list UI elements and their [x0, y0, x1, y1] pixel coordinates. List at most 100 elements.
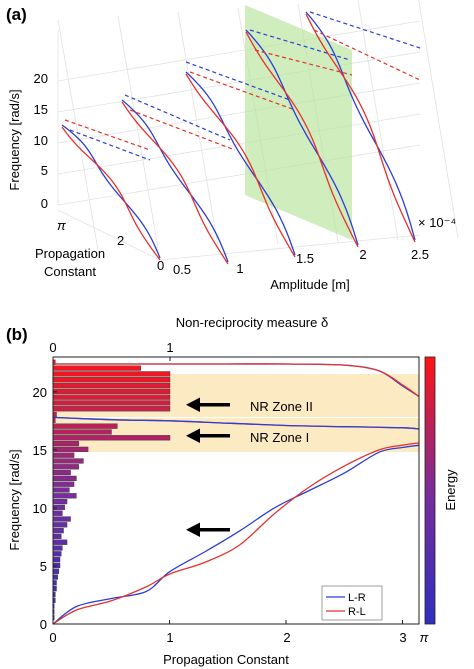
slice-2-rl-curve	[185, 73, 296, 258]
slice-4-lr-curve	[305, 11, 416, 241]
nr-bar	[52, 377, 171, 383]
curve-r-l-1	[52, 442, 420, 625]
y-tick-5: 5	[41, 163, 48, 178]
arrow-low-band	[186, 522, 230, 537]
panel-b-ticks	[52, 357, 404, 625]
nr-bar	[52, 528, 64, 534]
y-tick-20: 20	[34, 71, 48, 86]
nr-bar	[52, 365, 141, 371]
nr-bar	[52, 429, 112, 435]
colorbar-label: Energy	[443, 469, 458, 511]
slice-1-rl-curve	[121, 101, 229, 265]
top-tick-1: 1	[166, 340, 173, 355]
nr-bar	[52, 452, 75, 458]
curve-l-r-0	[52, 444, 420, 625]
panel-a-y-ticks: 0 5 10 15 20	[34, 71, 48, 211]
b-x-tick-3: 3	[399, 630, 406, 645]
slice-2-lr-curve	[185, 71, 296, 256]
panel-a-3d-chart: (a) 0 5 10 15 20 Frequency [rad/s] π 2 0…	[6, 0, 459, 292]
arrow-zone-i	[186, 428, 230, 443]
slice-0-lr-dashed	[69, 129, 151, 161]
slice-3-rl-curve	[245, 31, 359, 248]
slice-0-rl-dashed	[64, 119, 151, 151]
nr-bar	[52, 522, 68, 528]
nr-bar	[52, 411, 57, 418]
b-y-tick-15: 15	[33, 443, 47, 458]
panel-b-y-tick-labels: 0 5 10 15 20	[33, 385, 47, 632]
panel-a-dispersion-curves	[61, 11, 421, 265]
nr-bar	[52, 499, 68, 505]
grid-line	[57, 144, 421, 206]
nr-bar	[52, 574, 58, 580]
nr-bar	[52, 464, 79, 470]
y-tick-10: 10	[34, 133, 48, 148]
panel-a-x-ticks: 0.5 1 1.5 2 2.5	[173, 247, 429, 277]
nr-bar	[52, 423, 118, 429]
nr-bar	[52, 568, 60, 574]
nr-bar	[52, 493, 77, 499]
slice-3-lr-curve	[245, 29, 359, 246]
slice-4-lr-dashed	[309, 11, 421, 49]
nr-bar	[52, 487, 70, 493]
slice-0-rl-curve	[61, 126, 161, 261]
panel-b-axes-frame	[52, 356, 420, 625]
arrow-zone-ii	[186, 397, 230, 412]
depth-tick-0: 0	[157, 258, 164, 273]
nr-bar	[52, 551, 62, 557]
nr-bar	[52, 406, 171, 412]
panel-b-y-axis-label: Frequency [rad/s]	[7, 449, 22, 550]
grid-line	[117, 15, 159, 249]
nr-zone-i-label: NR Zone I	[250, 430, 309, 445]
panel-a-x-exponent: × 10⁻⁴	[418, 215, 456, 230]
slice-2-lr-dashed	[185, 61, 291, 101]
legend-label-rl: R-L	[348, 606, 366, 618]
nr-bar	[52, 557, 61, 563]
y-tick-0: 0	[41, 196, 48, 211]
panel-b-chart: (b) Non-reciprocity measure δ 0 1 0 5 10…	[6, 315, 458, 667]
panel-a-depth-ticks: π 2 0	[57, 218, 164, 273]
nr-bar	[52, 475, 77, 481]
panel-a-label: (a)	[6, 5, 27, 24]
grid-line	[357, 0, 399, 241]
nr-bar	[52, 469, 71, 476]
slice-1-lr-curve	[121, 99, 229, 263]
grid-line	[57, 82, 421, 144]
zone-arrows	[186, 397, 230, 537]
grid-line	[418, 0, 459, 239]
nr-bar	[52, 446, 89, 452]
slice-1-rl-dashed	[129, 109, 236, 151]
grid-line	[57, 20, 421, 82]
panel-a-depth-label-line2: Constant	[44, 264, 96, 279]
slice-1-lr-dashed	[124, 94, 231, 141]
top-axis-label: Non-reciprocity measure δ	[176, 315, 328, 330]
nr-bar	[52, 510, 63, 516]
nr-bar	[52, 586, 57, 592]
nr-bar	[52, 545, 63, 551]
panel-a-x-axis-label: Amplitude [m]	[270, 277, 349, 292]
slice-0-lr-curve	[61, 124, 161, 259]
legend-label-lr: L-R	[348, 592, 366, 604]
nr-bar	[52, 440, 79, 447]
nr-bar	[52, 394, 171, 400]
nr-bar	[52, 533, 62, 540]
depth-tick-2: 2	[117, 233, 124, 248]
panel-b-label: (b)	[6, 325, 28, 344]
panel-b-dispersion-curves	[52, 363, 420, 625]
nr-bar	[52, 435, 171, 441]
x-tick-2-5: 2.5	[411, 247, 429, 262]
nr-bar	[52, 382, 171, 389]
x-tick-0-5: 0.5	[173, 262, 191, 277]
depth-tick-pi: π	[57, 218, 66, 233]
b-x-tick-0: 0	[49, 630, 56, 645]
panel-b-x-axis-label: Propagation Constant	[163, 652, 289, 667]
b-x-tick-1: 1	[166, 630, 173, 645]
grid-line	[57, 19, 99, 251]
slice-4-rl-curve	[305, 13, 416, 243]
slice-2-rl-dashed	[189, 71, 296, 111]
nr-bar	[52, 516, 71, 522]
nonreciprocity-bars	[52, 359, 171, 621]
legend: L-R R-L	[321, 585, 383, 621]
slice-4-rl-dashed	[313, 29, 421, 81]
nr-bar	[52, 539, 68, 545]
